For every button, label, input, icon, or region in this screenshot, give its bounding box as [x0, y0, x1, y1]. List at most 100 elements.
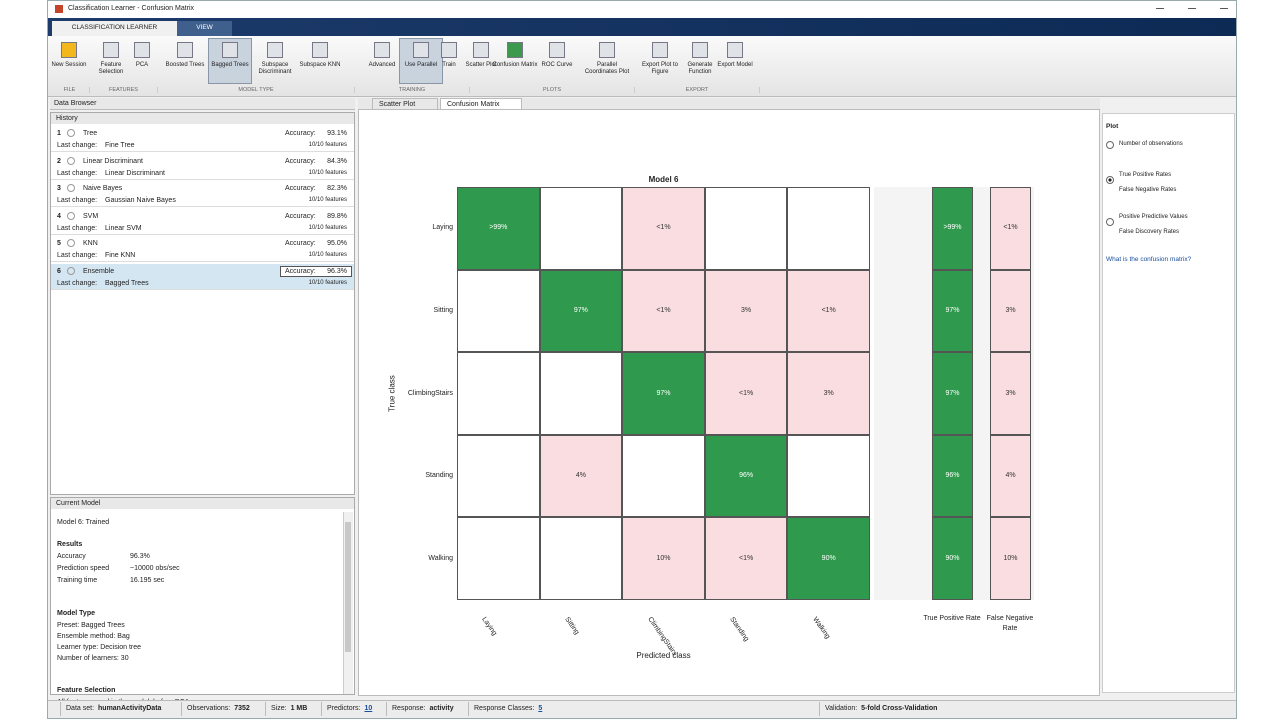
button-label[interactable]: Generate Function	[687, 62, 713, 75]
button-label[interactable]: Advanced	[368, 62, 396, 68]
button-label[interactable]: Use Parallel	[404, 62, 438, 68]
status-item: Size: 1 MB	[271, 705, 307, 712]
cell-label: <1%	[821, 306, 836, 314]
status-value: 1 MB	[290, 705, 308, 712]
fnr-cell	[990, 517, 1031, 600]
status-value: humanActivityData	[98, 705, 162, 712]
plot-tab[interactable]: Confusion Matrix	[440, 98, 522, 110]
status-label: Predictors:	[327, 705, 361, 712]
button-icon	[692, 42, 708, 58]
radio-button[interactable]	[1106, 218, 1114, 226]
scroll-thumb	[345, 522, 351, 652]
matrix-cell	[539, 352, 623, 435]
status-item: Response: activity	[392, 705, 454, 712]
button-icon	[177, 42, 193, 58]
radio-label[interactable]: Positive Predictive Values	[1119, 214, 1188, 220]
model-accuracy: 93.1%	[327, 130, 347, 137]
radio-button[interactable]	[1106, 176, 1114, 184]
matrix-cell	[787, 352, 870, 435]
radio-label[interactable]: False Negative Rates	[1119, 187, 1177, 193]
button-label[interactable]: Parallel Coordinates Plot	[584, 62, 630, 75]
summary-header: True Positive Rate	[923, 615, 981, 622]
matrix-cell	[457, 269, 540, 353]
last-change: Fine Tree	[105, 142, 135, 149]
radio-label[interactable]: Number of observations	[1119, 141, 1183, 147]
model-accuracy: 84.3%	[327, 157, 347, 165]
model-item[interactable]	[51, 236, 354, 262]
model-detail: Preset: Bagged Trees	[57, 622, 125, 629]
status-separator	[819, 702, 820, 716]
star-icon	[67, 266, 75, 275]
summary-header: False Negative Rate	[986, 615, 1034, 632]
button-label[interactable]: Export Model	[717, 62, 753, 68]
matrix-cell	[704, 434, 788, 518]
matrix-cell	[539, 187, 623, 270]
group-label: FEATURES	[90, 87, 158, 93]
cell-label: 4%	[1005, 472, 1016, 480]
button-label[interactable]: Feature Selection	[98, 62, 124, 75]
history-panel	[50, 112, 355, 495]
button-label[interactable]: Subspace Discriminant	[258, 62, 292, 75]
plot-tab[interactable]: Scatter Plot	[372, 98, 438, 110]
matrix-cell	[457, 434, 540, 518]
button-label[interactable]: Train	[442, 62, 456, 68]
model-features: 10/10 features	[308, 197, 347, 203]
button-label[interactable]: Confusion Matrix	[492, 62, 538, 68]
status-label: Response Classes:	[474, 705, 535, 712]
button-label[interactable]: PCA	[135, 62, 149, 68]
model-name: Naive Bayes	[83, 185, 123, 192]
history-title: History	[56, 115, 78, 122]
window-control[interactable]	[1220, 8, 1228, 9]
star-icon	[67, 129, 75, 137]
model-detail: Number of learners: 30	[57, 655, 129, 662]
accuracy-label: Accuracy:	[285, 157, 316, 165]
status-bar	[48, 700, 1236, 718]
radio-button[interactable]	[1106, 141, 1114, 149]
status-value: 7352	[234, 705, 250, 712]
model-item[interactable]	[51, 154, 354, 180]
cell-label: <1%	[1003, 224, 1018, 232]
button-label[interactable]: Boosted Trees	[165, 62, 205, 68]
model-accuracy: 82.3%	[327, 185, 347, 192]
status-separator	[60, 702, 61, 716]
radio-label[interactable]: True Positive Rates	[1119, 172, 1172, 178]
button-icon	[599, 42, 615, 58]
tpr-cell	[932, 269, 973, 353]
status-label: Validation:	[825, 705, 858, 712]
status-item: Data set: humanActivityData	[66, 705, 161, 712]
current-model-title: Current Model	[56, 500, 101, 507]
ribbon-tab[interactable]: VIEW	[177, 21, 232, 36]
fnr-cell	[990, 352, 1031, 435]
status-separator	[386, 702, 387, 716]
result-value: ~10000 obs/sec	[130, 565, 180, 572]
button-icon	[473, 42, 489, 58]
button-label[interactable]: Export Plot to Figure	[641, 62, 679, 75]
radio-label[interactable]: False Discovery Rates	[1119, 229, 1180, 235]
matrix-cell	[787, 269, 870, 353]
button-icon	[61, 42, 77, 58]
button-label[interactable]: ROC Curve	[541, 62, 573, 68]
model-item[interactable]	[51, 209, 354, 235]
group-label: FILE	[50, 87, 90, 93]
button-label[interactable]: Subspace KNN	[299, 62, 341, 68]
matrix-cell	[704, 269, 788, 353]
matrix-cell	[539, 434, 623, 518]
matrix-cell	[704, 517, 788, 600]
button-label[interactable]: New Session	[51, 62, 87, 68]
button-icon	[267, 42, 283, 58]
model-status: Model 6: Trained	[57, 519, 110, 526]
window-control[interactable]	[1188, 8, 1196, 9]
model-features: 10/10 features	[308, 252, 347, 258]
button-label[interactable]: Bagged Trees	[211, 62, 249, 68]
cell-label: >99%	[943, 224, 962, 232]
ribbon-tab[interactable]: CLASSIFICATION LEARNER	[52, 21, 177, 36]
model-item[interactable]	[51, 126, 354, 152]
matrix-cell	[622, 434, 705, 518]
window-control[interactable]	[1156, 8, 1164, 9]
help-link[interactable]: What is the confusion matrix?	[1106, 256, 1192, 263]
button-label[interactable]: Scatter Plot	[465, 62, 497, 68]
matrix-cell	[457, 352, 540, 435]
window-title: Classification Learner - Confusion Matri…	[68, 5, 195, 12]
model-item[interactable]	[51, 181, 354, 207]
matrix-cell	[457, 187, 540, 270]
